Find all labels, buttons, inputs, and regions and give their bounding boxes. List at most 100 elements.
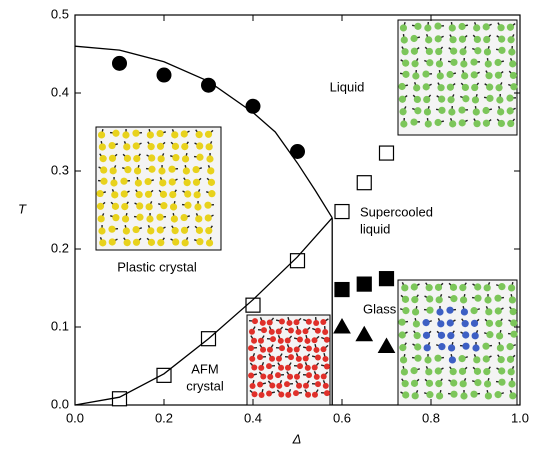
inset-particle (414, 332, 421, 339)
inset-particle (295, 329, 301, 335)
inset-particle (312, 392, 318, 398)
inset-particle (297, 336, 303, 342)
inset-particle (180, 214, 187, 221)
inset-particle (122, 131, 129, 138)
inset-particle (437, 320, 444, 327)
inset-particle (400, 356, 407, 363)
inset-particle (413, 84, 420, 91)
inset-particle (258, 365, 264, 371)
inset-particle (136, 202, 143, 209)
inset-particle (98, 215, 105, 222)
inset-particle (133, 155, 140, 162)
inset-particle (194, 191, 201, 198)
inset-particle (426, 295, 433, 302)
inset-particle (322, 329, 328, 335)
inset-particle (320, 346, 326, 352)
inset-particle (462, 84, 469, 91)
inset-particle (495, 84, 502, 91)
inset-particle (182, 155, 189, 162)
inset-particle (462, 331, 469, 338)
inset-particle (398, 319, 405, 326)
inset-particle (252, 391, 258, 397)
inset-particle (134, 167, 141, 174)
inset-particle (486, 331, 493, 338)
inset-particle (458, 23, 465, 30)
inset-particle (424, 108, 431, 115)
inset-particle (450, 59, 457, 66)
inset-particle (447, 319, 454, 326)
annotation: Liquid (330, 79, 365, 94)
inset-particle (157, 239, 164, 246)
annotation: Supercooled (360, 204, 433, 219)
inset-particle (124, 166, 131, 173)
inset-particle (510, 331, 517, 338)
inset-particle (484, 284, 491, 291)
inset-particle (472, 344, 479, 351)
inset-particle (278, 392, 284, 398)
inset-particle (156, 214, 163, 221)
inset-particle (286, 320, 292, 326)
inset-particle (474, 295, 481, 302)
inset-particle (498, 47, 505, 54)
inset-particle (509, 60, 516, 67)
inset-particle (248, 345, 254, 351)
inset-particle (184, 190, 191, 197)
inset-particle (473, 108, 480, 115)
inset-particle (414, 343, 421, 350)
inset-particle (168, 166, 175, 173)
inset-particle (266, 363, 272, 369)
inset-particle (410, 35, 417, 42)
inset-particle (461, 308, 468, 315)
inset-particle (449, 120, 456, 127)
inset-particle (414, 23, 421, 30)
inset-particle (148, 143, 155, 150)
x-tick-label: 0.6 (333, 410, 351, 425)
inset-particle (285, 365, 291, 371)
inset-particle (276, 356, 282, 362)
inset-particle (112, 214, 119, 221)
inset-particle (306, 372, 312, 378)
inset-particle (436, 60, 443, 67)
inset-particle (111, 191, 118, 198)
inset-particle (146, 203, 153, 210)
inset-particle (399, 331, 406, 338)
inset-particle (169, 191, 176, 198)
inset-particle (260, 374, 266, 380)
inset-particle (293, 319, 299, 325)
data-point (113, 392, 127, 406)
inset-particle (411, 296, 418, 303)
inset-particle (401, 284, 408, 291)
inset-particle (411, 283, 418, 290)
inset-particle (484, 48, 491, 55)
inset-particle (508, 284, 515, 291)
inset-particle (474, 368, 481, 375)
inset-particle (196, 154, 203, 161)
inset-particle (434, 355, 441, 362)
inset-particle (120, 178, 127, 185)
inset-particle (402, 391, 409, 398)
inset-particle (279, 318, 285, 324)
inset-particle (296, 356, 302, 362)
inset-particle (156, 130, 163, 137)
inset-particle (312, 365, 318, 371)
inset-particle (498, 379, 505, 386)
inset-particle (446, 71, 453, 78)
inset-particle (303, 356, 309, 362)
inset-particle (279, 345, 285, 351)
inset-particle (450, 391, 457, 398)
inset-particle (136, 214, 143, 221)
inset-particle (170, 203, 177, 210)
inset-particle (482, 107, 489, 114)
inset-particle (460, 296, 467, 303)
inset-particle (206, 143, 213, 150)
inset-particle (171, 215, 178, 222)
annotation: crystal (186, 378, 224, 393)
data-point (246, 99, 260, 113)
inset-particle (121, 190, 128, 197)
inset-particle (196, 227, 203, 234)
inset-particle (315, 381, 321, 387)
inset-particle (438, 343, 445, 350)
inset-particle (313, 320, 319, 326)
inset-particle (401, 48, 408, 55)
y-tick-label: 0.3 (51, 162, 69, 177)
